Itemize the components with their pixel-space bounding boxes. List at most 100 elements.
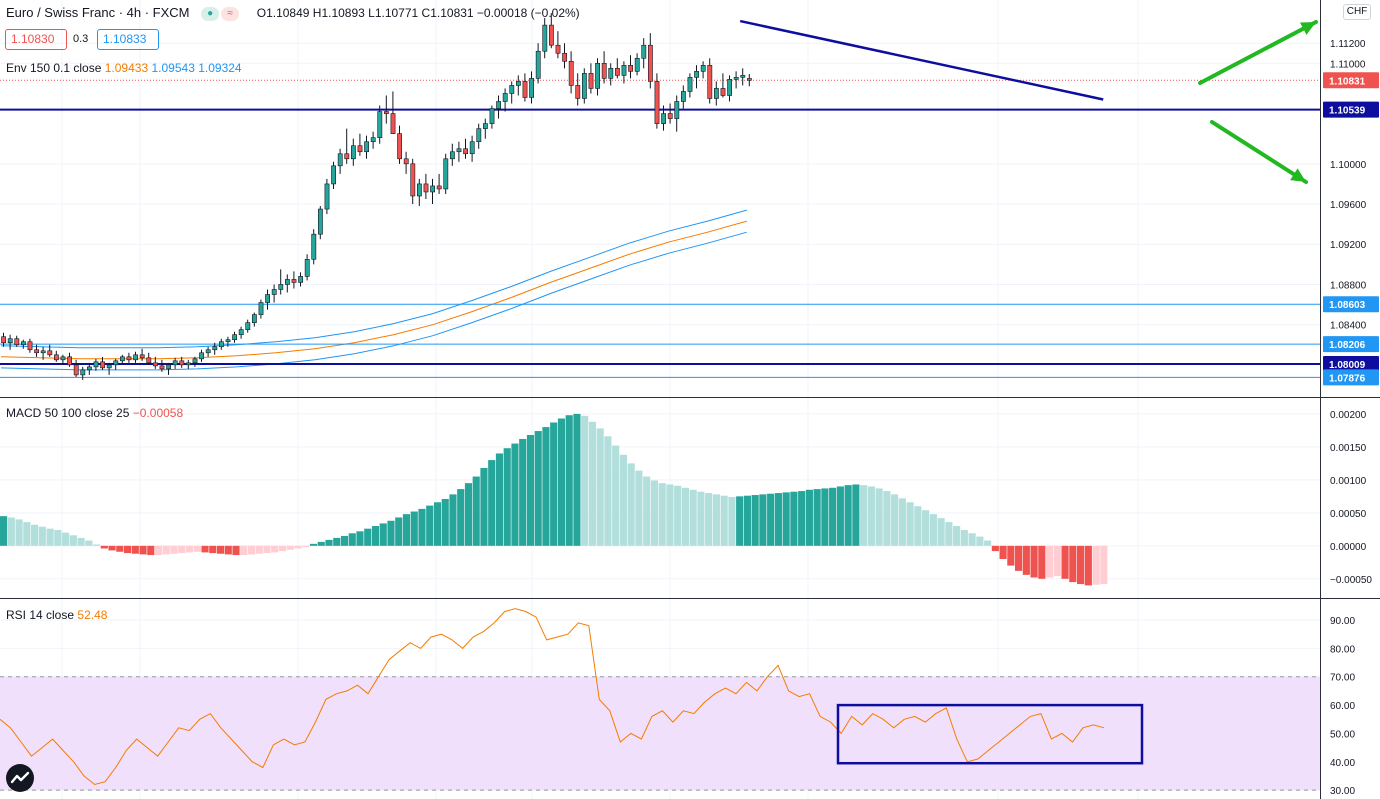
envelope-legend[interactable]: Env 150 0.1 close 1.09433 1.09543 1.0932… (6, 61, 242, 75)
buy-price-button[interactable]: 1.10833 (97, 29, 159, 50)
macd-bar (100, 545, 108, 549)
rsi-legend[interactable]: RSI 14 close 52.48 (6, 608, 107, 622)
level-price-tag-bg (1323, 369, 1379, 386)
candle-body (641, 44, 647, 59)
rsi-line[interactable] (0, 608, 1320, 791)
macd-value: −0.00058 (132, 406, 184, 420)
symbol-legend[interactable]: Euro / Swiss Franc · 4h · FXCM ● ≈ O1.108… (6, 5, 580, 22)
macd-bar (759, 494, 767, 546)
candle-body (740, 75, 746, 78)
candle-body (73, 364, 79, 376)
rsi-range-box (836, 703, 1144, 765)
macd-bar (23, 522, 31, 546)
macd-bar (271, 545, 279, 553)
macd-legend[interactable]: MACD 50 100 close 25 −0.00058 (6, 406, 183, 420)
macd-bar (232, 545, 240, 556)
candle-body (298, 276, 303, 283)
candle-body (370, 137, 376, 143)
macd-tick: 0.00000 (1330, 542, 1367, 553)
candle-body (139, 354, 145, 359)
macd-bar (193, 545, 201, 552)
candle-body (674, 101, 680, 119)
macd-bar (790, 491, 798, 546)
candle-body (562, 52, 567, 62)
macd-bar (7, 517, 15, 546)
macd-bar (1030, 545, 1038, 578)
candle-body (93, 361, 99, 368)
level-price-tag: 1.08603 (1329, 300, 1366, 311)
candle-body (179, 360, 185, 366)
sell-price-button[interactable]: 1.10830 (5, 29, 67, 50)
ohlc-values: O1.10849 H1.10893 L1.10771 C1.10831 −0.0… (256, 6, 580, 20)
macd-bar (798, 491, 806, 546)
macd-bar (15, 519, 23, 546)
price-axis[interactable]: 1.11200 1.11000 1.10000 1.09600 1.09200 1.088… (1323, 39, 1379, 797)
legend-toggle-buttons[interactable]: ● ≈ (201, 6, 240, 22)
macd-bar (61, 532, 70, 546)
macd-bar (596, 428, 604, 546)
candle-body (595, 63, 600, 89)
macd-bar (178, 545, 186, 554)
macd-bar (480, 467, 488, 546)
macd-histogram[interactable] (0, 413, 1108, 586)
macd-bar (286, 545, 294, 550)
candle-body (496, 101, 501, 109)
macd-bar (643, 476, 651, 546)
candle-body (80, 369, 86, 376)
candle-body (304, 259, 310, 277)
envelope-upper-value: 1.09543 (151, 61, 195, 75)
macd-bar (906, 502, 914, 546)
candle-body (245, 322, 251, 330)
candle-body (555, 44, 561, 54)
candlestick-series[interactable] (1, 13, 752, 380)
price-tick: 1.08400 (1330, 321, 1367, 332)
level-price-tag-bg (1323, 101, 1379, 118)
macd-bar (588, 421, 597, 546)
macd-bar (402, 514, 411, 546)
macd-bar (387, 520, 395, 546)
macd-tick: 0.00200 (1330, 410, 1367, 421)
candle-body (212, 346, 218, 351)
compare-icon[interactable]: ≈ (221, 7, 240, 22)
user-drawings[interactable] (739, 19, 1318, 765)
spread-value: 0.3 (73, 33, 89, 45)
candle-body (443, 158, 449, 190)
candle-body (47, 350, 53, 356)
macd-bar (1046, 545, 1054, 578)
candle-body (133, 354, 138, 361)
rsi-title: RSI 14 close (6, 608, 75, 622)
macd-bar (441, 498, 449, 546)
candle-body (515, 81, 521, 86)
candle-body (522, 81, 528, 98)
market-status-icon[interactable]: ● (201, 7, 220, 22)
candle-body (53, 354, 59, 361)
logo-icon (10, 771, 30, 784)
currency-badge[interactable]: CHF (1343, 4, 1371, 20)
candle-body (614, 68, 620, 76)
macd-bar (635, 470, 643, 546)
candle-body (377, 111, 383, 138)
candle-body (482, 123, 488, 129)
rsi-tick: 40.00 (1330, 758, 1355, 769)
candle-body (258, 302, 264, 315)
price-tick: 1.09200 (1330, 240, 1367, 251)
horizontal-levels[interactable] (0, 79, 1320, 378)
candle-body (661, 113, 666, 124)
candle-body (364, 141, 369, 153)
candle-body (106, 364, 112, 369)
macd-bar (488, 460, 496, 546)
candle-body (535, 50, 541, 79)
candle-body (403, 158, 409, 165)
macd-bar (154, 545, 163, 556)
candle-body (344, 153, 350, 160)
rsi-tick: 70.00 (1330, 673, 1355, 684)
macd-bar (674, 485, 682, 546)
candle-body (100, 361, 105, 369)
macd-bar (457, 489, 465, 546)
tradingview-logo[interactable] (6, 764, 34, 792)
candle-body (390, 113, 396, 134)
candle-body (34, 349, 39, 354)
macd-bar (30, 524, 39, 546)
price-tick: 1.08800 (1330, 280, 1367, 291)
